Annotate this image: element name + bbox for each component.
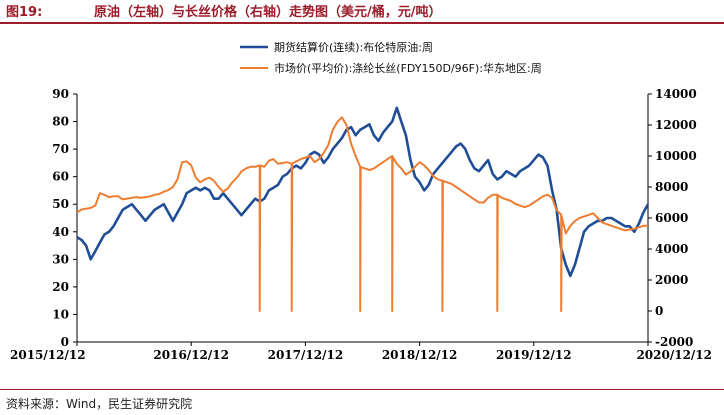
x-tick-label: 2017/12/12: [268, 348, 344, 362]
title-bar: 图19: 原油（左轴）与长丝价格（右轴）走势图（美元/桶，元/吨）: [0, 0, 724, 24]
x-tick-label: 2016/12/12: [153, 348, 229, 362]
legend-label: 期货结算价(连续):布伦特原油:周: [274, 40, 433, 54]
legend-label: 市场价(平均价):涤纶长丝(FDY150D/96F):华东地区:周: [274, 61, 542, 75]
left-tick-label: 50: [52, 197, 69, 211]
right-tick-label: 4000: [655, 242, 688, 256]
left-tick-label: 30: [52, 252, 69, 266]
x-tick-label: 2015/12/12: [10, 348, 86, 362]
right-tick-label: 6000: [655, 211, 688, 225]
bottom-rule: [0, 389, 724, 390]
figure-label: 图19:: [6, 5, 43, 20]
right-tick-label: -2000: [655, 335, 693, 349]
right-tick-label: 12000: [655, 118, 697, 132]
right-tick-label: 8000: [655, 180, 688, 194]
series-line-fdy: [76, 116, 648, 312]
left-tick-label: 60: [52, 170, 69, 184]
right-tick-label: 2000: [655, 273, 688, 287]
right-tick-label: 10000: [655, 149, 697, 163]
chart: 0 10 20 30 40 50 60 70 80 90 -2000 0 2000 4000 6000 800…: [10, 40, 712, 362]
left-tick-label: 80: [52, 115, 69, 129]
x-tick-label: 2019/12/12: [496, 348, 572, 362]
right-tick-label: 14000: [655, 87, 697, 101]
right-tick-label: 0: [655, 304, 663, 318]
left-tick-label: 10: [52, 307, 69, 321]
figure-title: 原油（左轴）与长丝价格（右轴）走势图（美元/桶，元/吨）: [94, 5, 442, 20]
left-tick-label: 90: [52, 87, 69, 101]
x-tick-label: 2020/12/12: [636, 348, 712, 362]
left-tick-label: 40: [52, 225, 69, 239]
x-tick-label: 2018/12/12: [382, 348, 458, 362]
left-tick-label: 20: [52, 280, 69, 294]
series-line-brent: [76, 106, 650, 278]
source-note: 资料来源：Wind，民生证券研究院: [6, 397, 193, 411]
left-tick-label: 70: [52, 142, 69, 156]
left-tick-label: 0: [61, 335, 69, 349]
